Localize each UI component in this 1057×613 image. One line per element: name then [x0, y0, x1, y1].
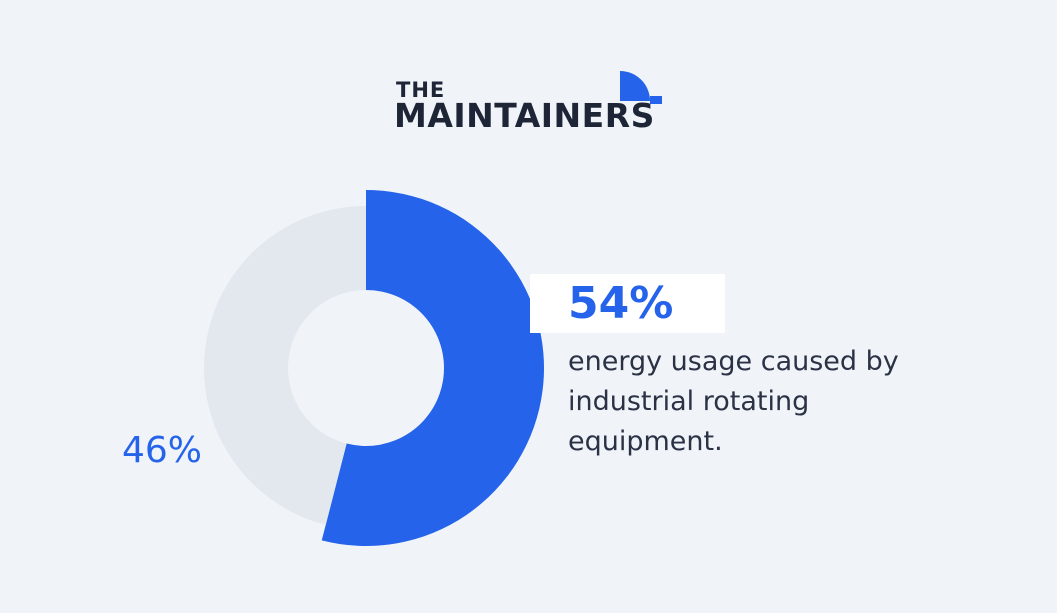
logo-icon — [620, 71, 662, 104]
logo-bottom: MAINTAINERS — [394, 96, 655, 135]
annotation: energy usage caused by industrial rotati… — [568, 346, 899, 457]
donut-segment — [203, 206, 366, 525]
label-box — [530, 274, 725, 333]
donut-segment — [321, 190, 545, 546]
value-label: 54% — [568, 278, 674, 329]
value-label: 46% — [122, 430, 203, 471]
logo-top: THE — [396, 78, 446, 102]
